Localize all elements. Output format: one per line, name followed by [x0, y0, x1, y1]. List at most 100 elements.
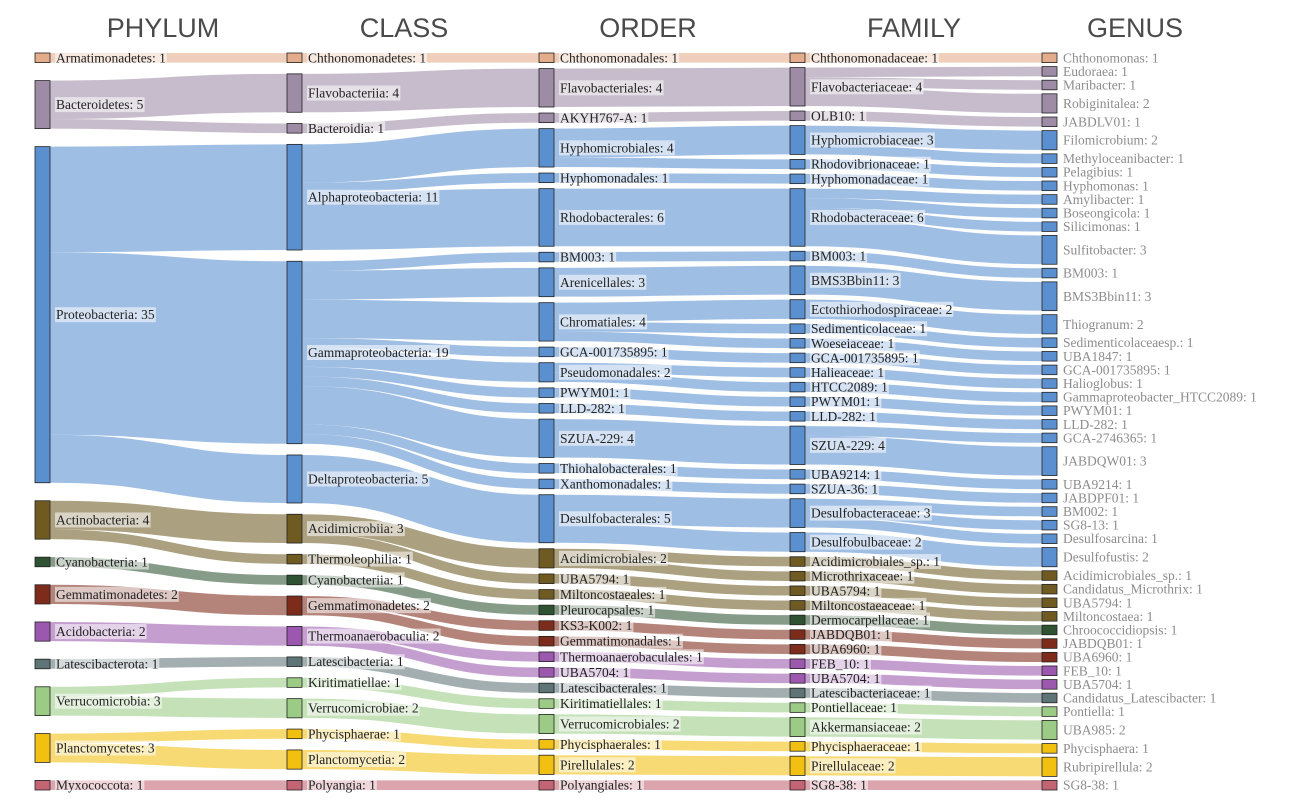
- sankey-node-p6: [34, 584, 51, 605]
- sankey-label-bg-f7: [810, 209, 926, 225]
- sankey-node-c13: [286, 677, 303, 688]
- sankey-label-f26: Miltoncostaeaceae: 1: [811, 598, 925, 613]
- sankey-node-f10: [789, 299, 806, 320]
- sankey-label-bg-p4: [55, 512, 151, 528]
- sankey-label-bg-o29: [559, 736, 662, 752]
- sankey-label-f36: Pirellulaceae: 2: [811, 758, 895, 773]
- sankey-node-g6: [1041, 130, 1058, 151]
- sankey-node-f16: [789, 396, 806, 407]
- sankey-label-p10: Planctomycetes: 3: [56, 740, 155, 755]
- sankey-label-g21: Gammaproteobacter_HTCC2089: 1: [1063, 390, 1257, 405]
- sankey-node-p10: [34, 733, 51, 763]
- sankey-label-c9: Cyanobacteriia: 1: [308, 572, 404, 587]
- sankey-label-o10: GCA-001735895: 1: [560, 344, 668, 359]
- sankey-link-f4-g7: [804, 144, 1043, 164]
- sankey-label-bg-p5: [55, 554, 149, 570]
- sankey-label-bg-f6: [810, 171, 930, 187]
- sankey-link-o17-f22: [553, 523, 791, 552]
- sankey-label-g23: LLD-282: 1: [1063, 417, 1128, 432]
- sankey-node-c12: [286, 656, 303, 667]
- sankey-label-bg-f31: [810, 670, 882, 686]
- sankey-label-f28: JABDQB01: 1: [811, 627, 891, 642]
- sankey-label-f21: Desulfobacteraceae: 3: [811, 506, 931, 521]
- sankey-node-g21: [1041, 391, 1058, 403]
- sankey-label-o24: Thermoanaerobaculales: 1: [560, 649, 703, 664]
- sankey-label-f22: Desulfobulbaceae: 2: [811, 535, 922, 550]
- sankey-link-o17-f21: [553, 494, 791, 528]
- sankey-label-bg-f4: [810, 132, 935, 148]
- sankey-label-bg-f15: [810, 379, 889, 395]
- sankey-link-f21-g30: [804, 517, 1043, 544]
- sankey-node-f17: [789, 411, 806, 422]
- sankey-label-o30: Pirellulales: 2: [560, 757, 635, 772]
- sankey-node-c4: [286, 143, 303, 251]
- sankey-label-bg-p6: [55, 586, 179, 602]
- sankey-label-g22: PWYM01: 1: [1063, 403, 1132, 418]
- sankey-node-o1: [538, 52, 555, 64]
- sankey-label-bg-o15: [559, 460, 678, 476]
- sankey-label-o18: Acidimicrobiales: 2: [560, 551, 667, 566]
- sankey-label-f18: SZUA-229: 4: [811, 438, 885, 453]
- sankey-label-g39: FEB_10: 1: [1063, 663, 1122, 678]
- sankey-node-g13: [1041, 235, 1058, 265]
- sankey-link-p9-c13: [49, 677, 288, 697]
- sankey-label-g2: Eudoraea: 1: [1063, 64, 1128, 79]
- sankey-label-g36: Chroococcidiopsis: 1: [1063, 622, 1177, 637]
- sankey-nodes: [34, 52, 1058, 791]
- sankey-node-f14: [789, 367, 806, 378]
- sankey-node-g43: [1041, 719, 1058, 740]
- sankey-node-c14: [286, 698, 303, 719]
- sankey-label-f7: Rhodobacteraceae: 6: [811, 210, 924, 225]
- sankey-node-g24: [1041, 432, 1058, 444]
- sankey-label-bg-f37: [810, 777, 868, 793]
- sankey-node-g32: [1041, 570, 1058, 581]
- sankey-label-bg-p9: [55, 693, 162, 709]
- sankey-label-o26: Latescibacterales: 1: [560, 680, 667, 695]
- sankey-node-c17: [286, 779, 303, 791]
- sankey-label-bg-f2: [810, 79, 924, 95]
- sankey-node-o22: [538, 620, 555, 631]
- sankey-label-bg-c10: [307, 598, 431, 614]
- sankey-label-f32: Latescibacteriaceae: 1: [811, 685, 931, 700]
- sankey-node-f18: [789, 425, 806, 465]
- sankey-node-c8: [286, 553, 303, 565]
- sankey-label-f37: SG8-38: 1: [811, 778, 867, 793]
- sankey-label-bg-f30: [810, 656, 871, 672]
- sankey-node-f28: [789, 629, 806, 640]
- sankey-label-bg-o7: [559, 249, 617, 265]
- sankey-label-g32: Acidimicrobiales_sp.: 1: [1063, 568, 1192, 583]
- sankey-label-c16: Planctomycetia: 2: [308, 752, 405, 767]
- sankey-node-g26: [1041, 479, 1058, 490]
- sankey-label-p8: Latescibacterota: 1: [56, 656, 158, 671]
- sankey-node-g17: [1041, 337, 1058, 348]
- sankey-node-g36: [1041, 624, 1058, 636]
- sankey-node-f15: [789, 381, 806, 393]
- sankey-node-f37: [789, 779, 806, 791]
- sankey-link-p3-c4: [49, 144, 288, 253]
- sankey-node-g27: [1041, 492, 1058, 504]
- sankey-node-g31: [1041, 547, 1058, 568]
- sankey-label-bg-o1: [559, 50, 680, 66]
- sankey-node-g42: [1041, 706, 1058, 717]
- sankey-label-c1: Chthonomonadetes: 1: [308, 50, 426, 65]
- sankey-node-o13: [538, 403, 555, 414]
- sankey-node-f31: [789, 673, 806, 684]
- sankey-label-c14: Verrucomicrobiae: 2: [308, 701, 419, 716]
- sankey-label-bg-c1: [307, 50, 428, 66]
- sankey-label-g15: BMS3Bbin11: 3: [1063, 289, 1152, 304]
- sankey-label-p1: Armatimonadetes: 1: [56, 50, 166, 65]
- sankey-label-bg-o31: [559, 777, 644, 793]
- sankey-label-o12: PWYM01: 1: [560, 385, 629, 400]
- sankey-link-o4-f5: [553, 157, 791, 170]
- sankey-label-g27: JABDPF01: 1: [1063, 490, 1139, 505]
- sankey-node-g18: [1041, 351, 1058, 362]
- sankey-label-g34: UBA5794: 1: [1063, 595, 1132, 610]
- sankey-label-c6: Deltaproteobacteria: 5: [308, 471, 429, 486]
- sankey-label-bg-f26: [810, 597, 927, 613]
- sankey-node-g4: [1041, 93, 1058, 114]
- sankey-node-f11: [789, 323, 806, 334]
- sankey-label-bg-o12: [559, 385, 631, 401]
- sankey-label-bg-f32: [810, 685, 932, 701]
- sankey-label-bg-o19: [559, 571, 631, 587]
- sankey-label-bg-o16: [559, 476, 673, 492]
